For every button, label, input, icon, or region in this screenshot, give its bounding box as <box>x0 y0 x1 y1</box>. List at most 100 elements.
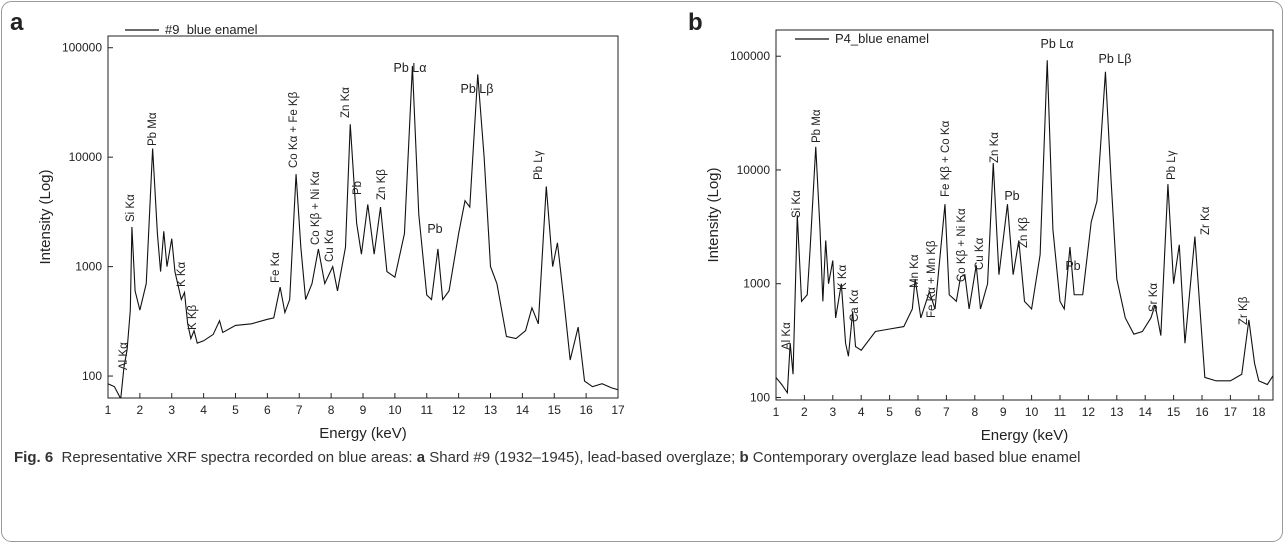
spectrum-line <box>776 60 1273 395</box>
peak-label: K Kα <box>837 264 849 290</box>
peak-label: Pb Lγ <box>1166 150 1178 180</box>
peak-label: Pb Mα <box>811 109 823 143</box>
peak-label: Cu Kα <box>974 237 986 270</box>
spectrum-line <box>108 66 618 398</box>
x-tick-label: 12 <box>1082 405 1096 419</box>
x-tick-label: 3 <box>168 403 175 417</box>
x-tick-label: 17 <box>1224 405 1238 419</box>
x-tick-label: 18 <box>1252 405 1266 419</box>
x-tick-label: 11 <box>1054 405 1067 419</box>
caption-text: Shard #9 (1932–1945), lead-based overgla… <box>425 449 740 466</box>
peak-label: Pb Lβ <box>1099 52 1132 66</box>
peak-label: Si Kα <box>125 194 137 222</box>
y-tick-label: 1000 <box>75 260 102 274</box>
x-tick-label: 13 <box>1110 405 1124 419</box>
peak-label: Pb <box>352 181 364 195</box>
y-tick-label: 100 <box>82 369 102 383</box>
x-tick-label: 16 <box>1195 405 1209 419</box>
peak-label: Pb Lγ <box>533 150 545 180</box>
x-tick-label: 12 <box>452 403 466 417</box>
peak-label: Fe Kα <box>270 252 282 283</box>
x-tick-label: 7 <box>296 403 303 417</box>
x-tick-label: 4 <box>858 405 865 419</box>
y-tick-label: 10000 <box>69 150 103 164</box>
peak-label: Pb Mα <box>147 112 159 146</box>
x-tick-label: 8 <box>328 403 335 417</box>
x-tick-label: 10 <box>388 403 402 417</box>
x-tick-label: 6 <box>915 405 922 419</box>
y-axis-label: Intensity (Log) <box>37 169 54 264</box>
caption-key: a <box>416 449 426 466</box>
peak-label: Zr Kα <box>1200 206 1212 235</box>
peak-label: Zr Kβ <box>1238 296 1250 325</box>
peak-label: Ca Kα <box>849 289 861 322</box>
peak-label: Pb Lα <box>1041 37 1074 51</box>
caption-key: b <box>739 449 749 466</box>
peak-label: Co Kβ + Ni Kα <box>956 208 968 282</box>
peak-label: Zn Kα <box>989 132 1001 163</box>
x-tick-label: 2 <box>801 405 808 419</box>
x-tick-label: 5 <box>886 405 893 419</box>
x-tick-label: 9 <box>1000 405 1007 419</box>
x-tick-label: 15 <box>1167 405 1181 419</box>
x-tick-label: 11 <box>421 403 434 417</box>
caption: Fig. 6 Representative XRF spectra record… <box>14 446 1264 470</box>
x-tick-label: 3 <box>829 405 836 419</box>
y-tick-label: 1000 <box>743 277 770 291</box>
x-axis-label: Energy (keV) <box>319 425 407 442</box>
peak-label: Co Kβ + Ni Kα <box>310 171 322 245</box>
x-tick-label: 16 <box>579 403 593 417</box>
x-tick-label: 10 <box>1025 405 1039 419</box>
y-tick-label: 100000 <box>62 41 102 55</box>
peak-label: K Kα <box>176 261 188 287</box>
panel-letter: b <box>688 9 703 36</box>
peak-label: Pb Lα <box>394 61 427 75</box>
x-tick-label: 6 <box>264 403 271 417</box>
y-tick-label: 100 <box>750 390 770 404</box>
peak-label: Pb <box>1004 189 1019 203</box>
peak-label: Zn Kβ <box>1018 217 1030 248</box>
peak-label: Al Kα <box>781 322 793 350</box>
peak-label: Fe Kα + Mn Kβ <box>926 240 938 318</box>
x-tick-label: 2 <box>137 403 144 417</box>
peak-label: Al Kα <box>118 342 130 370</box>
plot-frame <box>775 29 1274 401</box>
caption-label: Fig. 6 <box>14 449 54 466</box>
plot-frame <box>107 35 619 399</box>
peak-label: Zn Kα <box>340 87 352 118</box>
x-tick-label: 17 <box>611 403 625 417</box>
caption-text: Contemporary overglaze lead based blue e… <box>748 449 1081 466</box>
x-tick-label: 4 <box>200 403 207 417</box>
x-tick-label: 14 <box>1139 405 1153 419</box>
legend-label: #9_blue enamel <box>165 22 258 37</box>
y-axis-label: Intensity (Log) <box>705 167 722 262</box>
peak-label: Si Kα <box>791 190 803 218</box>
peak-label: Sr Kα <box>1148 283 1160 312</box>
y-tick-label: 10000 <box>737 163 771 177</box>
x-tick-label: 13 <box>484 403 498 417</box>
x-tick-label: 5 <box>232 403 239 417</box>
peak-label: K Kβ <box>187 304 199 330</box>
peak-label: Pb Lβ <box>461 82 494 96</box>
panel-letter: a <box>10 9 24 36</box>
peak-label: Fe Kβ + Co Kα <box>940 120 952 197</box>
caption-text: Representative XRF spectra recorded on b… <box>61 449 417 466</box>
peak-label: Pb <box>1065 259 1080 273</box>
legend-label: P4_blue enamel <box>835 31 929 46</box>
y-tick-label: 100000 <box>730 49 770 63</box>
x-tick-label: 1 <box>105 403 112 417</box>
peak-label: Mn Kα <box>909 254 921 288</box>
x-tick-label: 1 <box>773 405 780 419</box>
peak-label: Cu Kα <box>324 229 336 262</box>
peak-label: Pb <box>427 222 442 236</box>
peak-label: Co Kα + Fe Kβ <box>288 91 300 168</box>
x-tick-label: 14 <box>516 403 530 417</box>
x-tick-label: 8 <box>971 405 978 419</box>
x-tick-label: 7 <box>943 405 950 419</box>
x-tick-label: 15 <box>548 403 562 417</box>
x-axis-label: Energy (keV) <box>981 427 1069 444</box>
x-tick-label: 9 <box>360 403 367 417</box>
